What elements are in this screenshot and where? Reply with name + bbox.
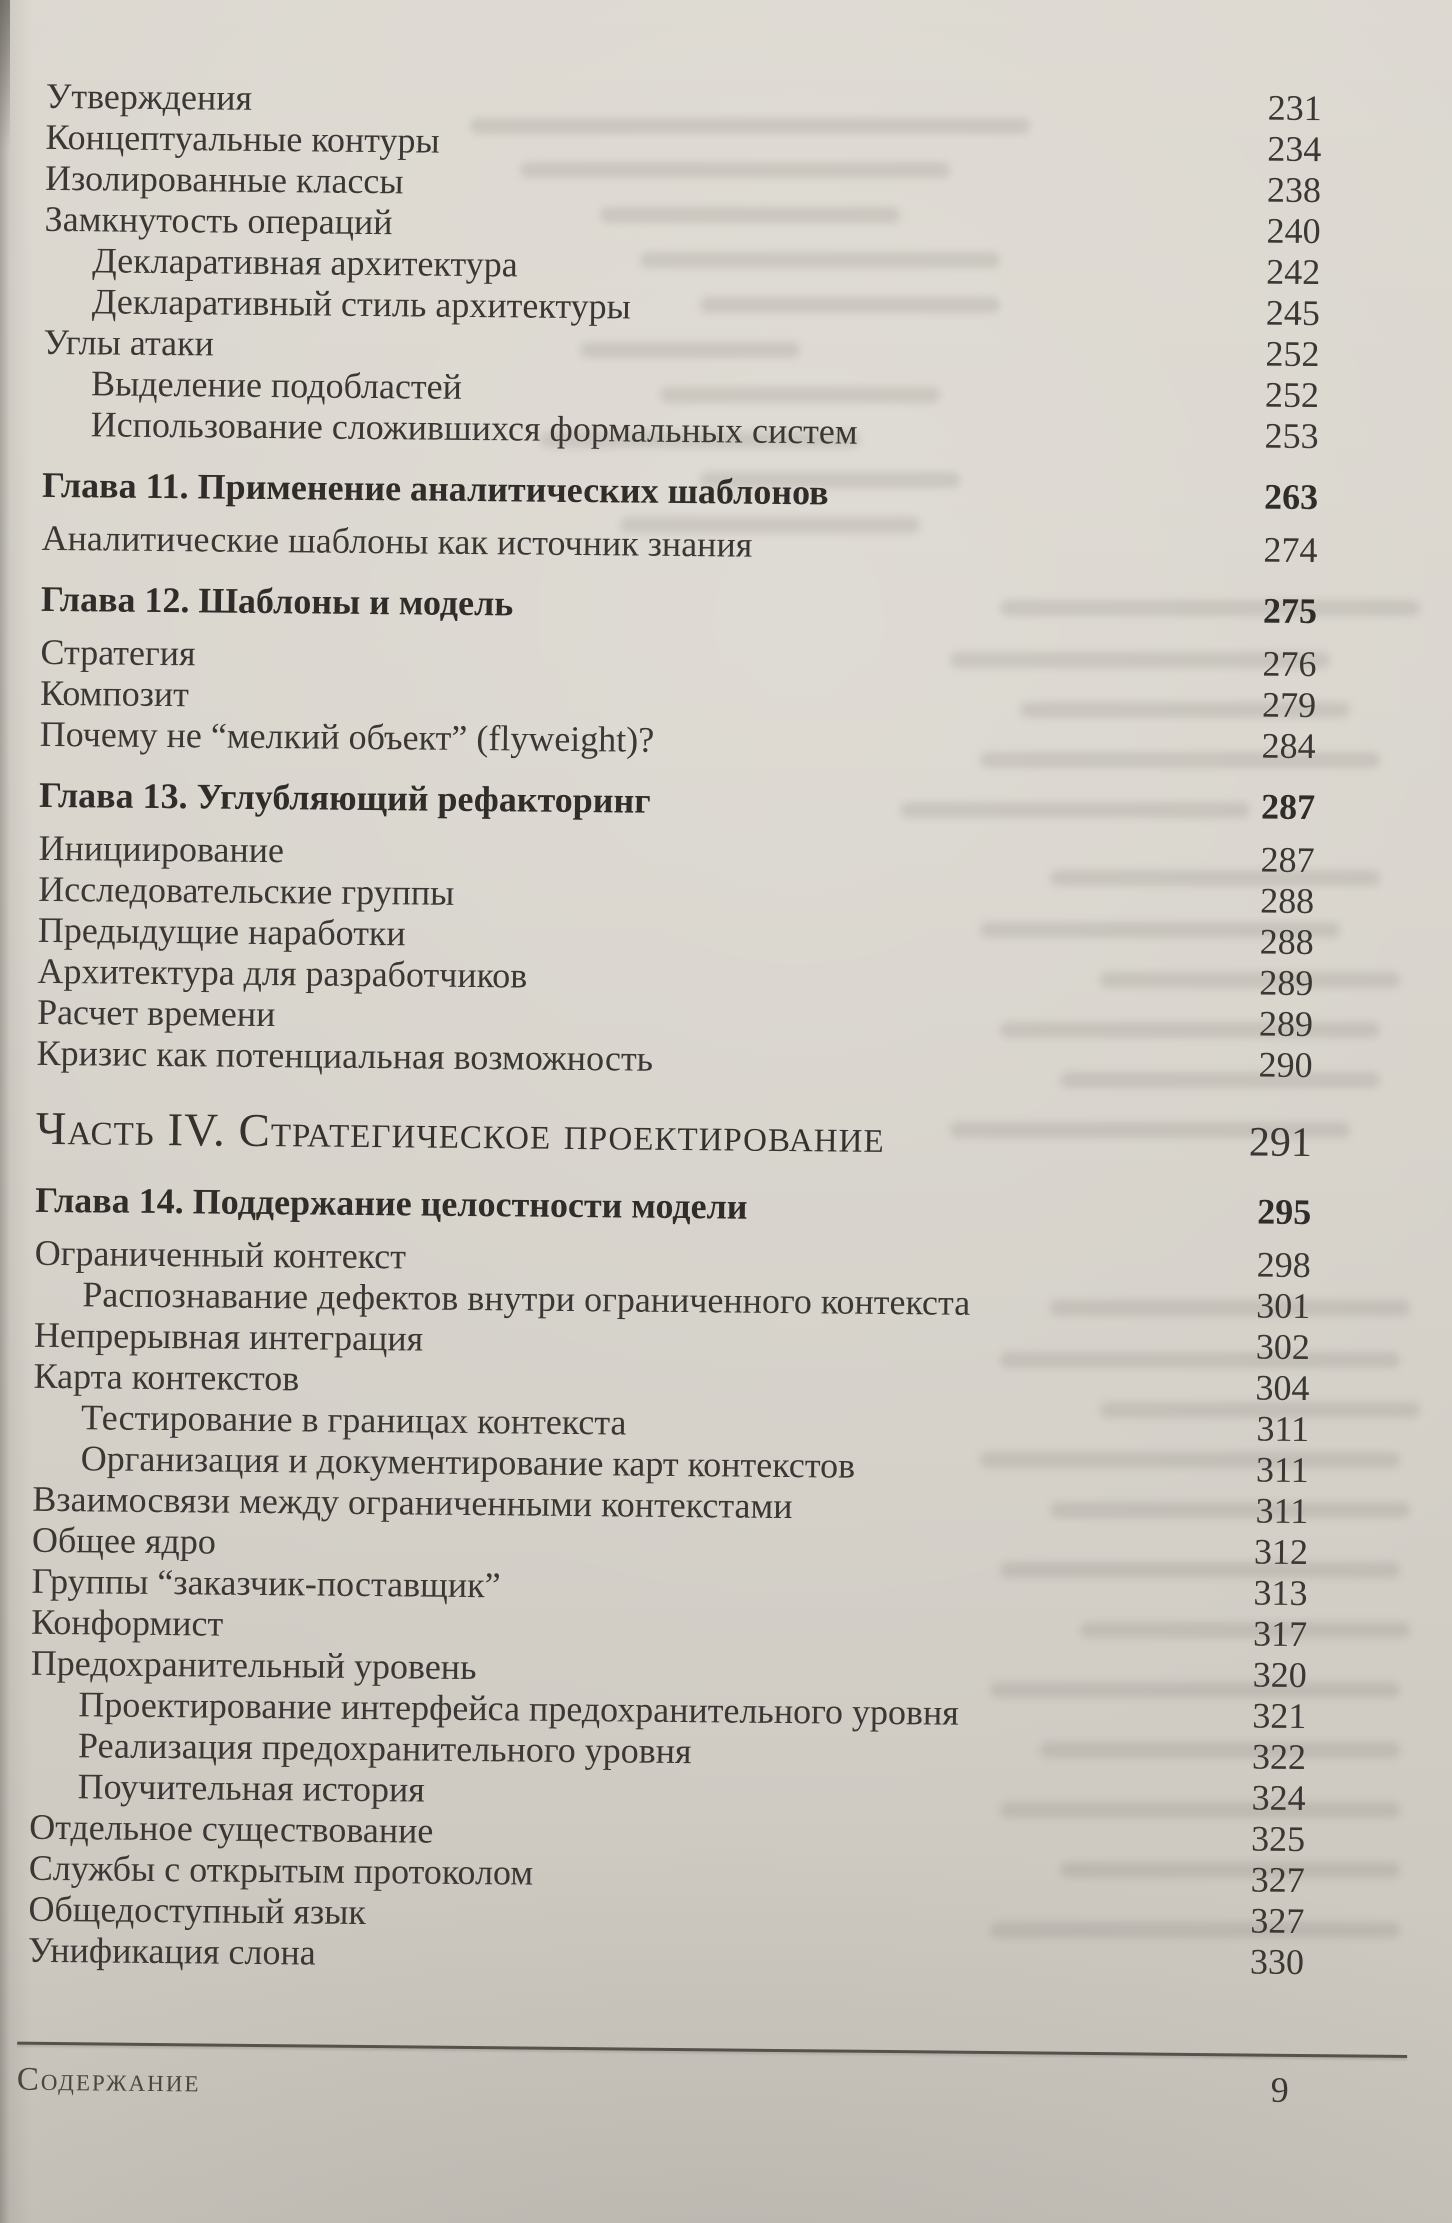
toc-entry-page-number: 324 [1251, 1777, 1306, 1819]
toc-entry-page-number: 327 [1250, 1900, 1305, 1942]
toc-entry-page-number: 263 [1263, 476, 1319, 518]
toc-entry-page-number: 288 [1259, 880, 1315, 922]
toc-entry-page-number: 274 [1263, 529, 1318, 571]
toc-entry-title: Службы с открытым протоколом [28, 1847, 534, 1893]
toc-entry-page-number: 302 [1255, 1326, 1311, 1368]
toc-entry-title: Ограниченный контекст [34, 1232, 407, 1277]
toc-entry-page-number: 238 [1266, 169, 1322, 211]
toc-entry-page-number: 312 [1253, 1531, 1309, 1573]
toc-entry-title: Взаимосвязи между ограниченными контекст… [32, 1478, 793, 1527]
toc-entry-title: Глава 12. Шаблоны и модель [40, 578, 514, 624]
toc-entry-page-number: 327 [1250, 1859, 1305, 1901]
toc-entry-title: Стратегия [40, 631, 196, 674]
toc-entry-title: Использование сложившихся формальных сис… [90, 404, 858, 452]
toc-entry-page-number: 245 [1265, 292, 1321, 334]
toc-entry-page-number: 231 [1267, 87, 1322, 129]
toc-entry-page-number: 287 [1260, 786, 1316, 828]
toc-entry-title: Отдельное существование [29, 1806, 434, 1851]
toc-row-entry: Аналитические шаблоны как источник знани… [41, 518, 1317, 571]
toc-entry-page-number: 311 [1255, 1449, 1309, 1491]
toc-entry-title: Карта контекстов [33, 1355, 300, 1399]
toc-row-chapter: Глава 14. Поддержание целостности модели… [35, 1180, 1311, 1233]
toc-entry-page-number: 242 [1266, 251, 1321, 293]
toc-entry-title: Аналитические шаблоны как источник знани… [41, 517, 753, 565]
toc-row-chapter: Глава 12. Шаблоны и модель 275 [41, 579, 1317, 632]
toc-entry-title: Глава 11. Применение аналитических шабло… [41, 464, 829, 513]
toc-entry-title: Предохранительный уровень [30, 1642, 477, 1688]
toc-entry-page-number: 317 [1252, 1613, 1308, 1655]
toc-entry-title: Расчет времени [36, 991, 276, 1035]
toc-entry-page-number: 290 [1258, 1044, 1313, 1086]
footer-row: Содержание 9 [17, 2057, 1407, 2112]
toc-entry-page-number: 240 [1266, 210, 1321, 252]
toc-entry-title: Выделение подобластей [90, 363, 463, 407]
toc-entry-title: Часть IV. Стратегическое проектирование [35, 1102, 885, 1163]
toc-entry-title: Углы атаки [43, 321, 215, 364]
toc-entry-page-number: 284 [1261, 725, 1316, 767]
toc-entry-title: Реализация предохранительного уровня [77, 1725, 692, 1772]
toc-entry-page-number: 311 [1255, 1490, 1309, 1532]
toc-entry-title: Конформист [31, 1601, 224, 1644]
toc-entry-page-number: 234 [1267, 128, 1322, 170]
toc-entry-title: Композит [39, 672, 190, 715]
toc-entry-title: Почему не “мелкий объект” (flyweight)? [39, 713, 655, 760]
toc-entry-title: Общедоступный язык [28, 1888, 367, 1933]
toc-entry-title: Концептуальные контуры [45, 116, 440, 161]
toc-entry-title: Тестирование в границах контекста [80, 1397, 627, 1443]
toc-row-chapter: Глава 13. Углубляющий рефакторинг 287 [39, 775, 1315, 828]
toc-entry-title: Предыдущие наработки [37, 909, 406, 954]
toc-entry-title: Исследовательские группы [38, 868, 455, 913]
toc-entry-title: Декларативный стиль архитектуры [91, 281, 631, 327]
table-of-contents: Утверждения 231 Концептуальные контуры 2… [27, 75, 1322, 1983]
toc-entry-page-number: 304 [1255, 1367, 1310, 1409]
toc-entry-title: Утверждения [45, 75, 253, 118]
toc-entry-page-number: 287 [1260, 839, 1315, 881]
toc-entry-page-number: 295 [1257, 1191, 1312, 1233]
toc-entry-title: Группы “заказчик-поставщик” [31, 1560, 501, 1606]
toc-entry-page-number: 289 [1259, 962, 1314, 1004]
toc-entry-title: Общее ядро [31, 1519, 217, 1562]
toc-entry-page-number: 288 [1259, 921, 1314, 963]
toc-entry-page-number: 321 [1252, 1695, 1307, 1737]
footer-page-number: 9 [1270, 2069, 1289, 2110]
page-footer: Содержание 9 [17, 2041, 1408, 2112]
toc-entry-title: Инициирование [38, 827, 285, 871]
toc-entry-page-number: 330 [1249, 1941, 1305, 1983]
toc-entry-title: Унификация слона [27, 1929, 316, 1973]
toc-entry-page-number: 325 [1250, 1818, 1306, 1860]
toc-entry-title: Кризис как потенциальная возможность [36, 1032, 654, 1079]
toc-entry-page-number: 252 [1265, 333, 1320, 375]
toc-row-chapter: Глава 11. Применение аналитических шабло… [42, 465, 1318, 518]
toc-entry-title: Глава 13. Углубляющий рефакторинг [38, 774, 651, 821]
toc-entry-page-number: 322 [1251, 1736, 1307, 1778]
toc-entry-page-number: 279 [1261, 684, 1317, 726]
toc-entry-title: Архитектура для разработчиков [37, 950, 528, 996]
toc-entry-title: Декларативная архитектура [92, 240, 518, 285]
toc-entry-page-number: 276 [1262, 643, 1317, 685]
toc-entry-title: Глава 14. Поддержание целостности модели [35, 1179, 748, 1227]
toc-entry-page-number: 291 [1248, 1119, 1313, 1167]
footer-rule [17, 2041, 1408, 2059]
toc-entry-title: Поучительная история [77, 1766, 426, 1810]
toc-entry-title: Замкнутость операций [44, 198, 393, 243]
toc-entry-page-number: 252 [1264, 374, 1320, 416]
footer-section-label: Содержание [16, 2061, 201, 2100]
toc-entry-page-number: 289 [1258, 1003, 1314, 1045]
toc-entry-page-number: 298 [1256, 1244, 1311, 1286]
toc-entry-page-number: 275 [1262, 590, 1318, 632]
toc-entry-page-number: 313 [1253, 1572, 1308, 1614]
toc-entry-title: Изолированные классы [44, 157, 404, 202]
toc-entry-title: Непрерывная интеграция [33, 1314, 424, 1359]
toc-entry-page-number: 311 [1256, 1408, 1310, 1450]
toc-entry-page-number: 320 [1252, 1654, 1307, 1696]
toc-entry-page-number: 253 [1264, 415, 1319, 457]
toc-row-part: Часть IV. Стратегическое проектирование … [36, 1100, 1313, 1172]
toc-entry-page-number: 301 [1256, 1285, 1311, 1327]
